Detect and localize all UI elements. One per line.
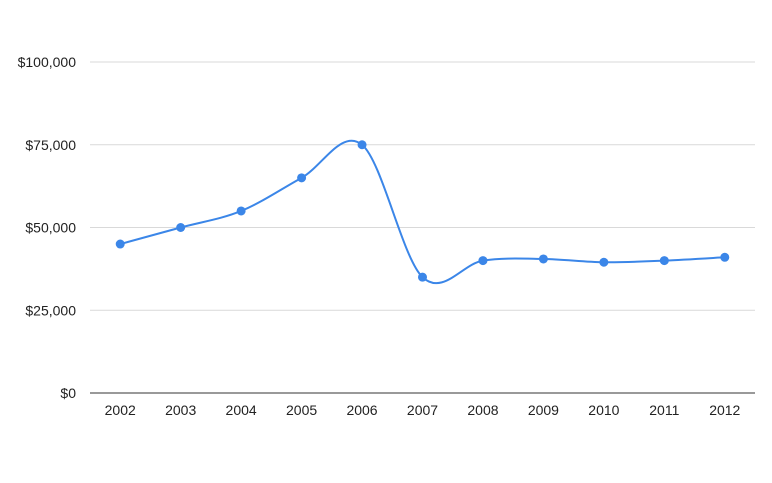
x-axis-tick-labels: 2002 2003 2004 2005 2006 2007 2008 2009 2010 2011… [105, 402, 741, 418]
y-axis-tick-labels: $0 $25,000 $50,000 $75,000 $100,000 [18, 54, 77, 401]
data-point[interactable] [297, 173, 307, 183]
x-tick-label: 2010 [588, 402, 619, 418]
y-tick-label: $75,000 [25, 137, 76, 153]
data-point[interactable] [720, 252, 730, 262]
x-tick-label: 2008 [467, 402, 498, 418]
series-group [115, 139, 730, 285]
data-point[interactable] [659, 256, 669, 266]
y-tick-label: $50,000 [25, 220, 76, 236]
x-tick-label: 2011 [649, 402, 679, 418]
data-point[interactable] [418, 272, 427, 282]
x-tick-label: 2007 [407, 402, 438, 418]
x-tick-label: 2006 [346, 402, 377, 418]
y-tick-label: $25,000 [25, 302, 76, 318]
series-line [119, 139, 725, 285]
data-point[interactable] [599, 257, 609, 267]
x-tick-label: 2004 [226, 402, 257, 418]
data-point[interactable] [538, 254, 548, 264]
x-tick-label: 2005 [286, 402, 317, 418]
data-point[interactable] [115, 239, 125, 249]
data-point[interactable] [176, 223, 186, 232]
x-tick-label: 2003 [165, 402, 196, 418]
data-point[interactable] [478, 256, 488, 266]
x-tick-label: 2009 [528, 402, 559, 418]
data-point[interactable] [357, 140, 367, 150]
x-tick-label: 2012 [709, 402, 740, 418]
data-point[interactable] [236, 206, 246, 216]
grid-lines [90, 61, 755, 311]
y-tick-label: $0 [60, 385, 76, 401]
y-tick-label: $100,000 [18, 54, 77, 70]
x-tick-label: 2002 [105, 402, 136, 418]
